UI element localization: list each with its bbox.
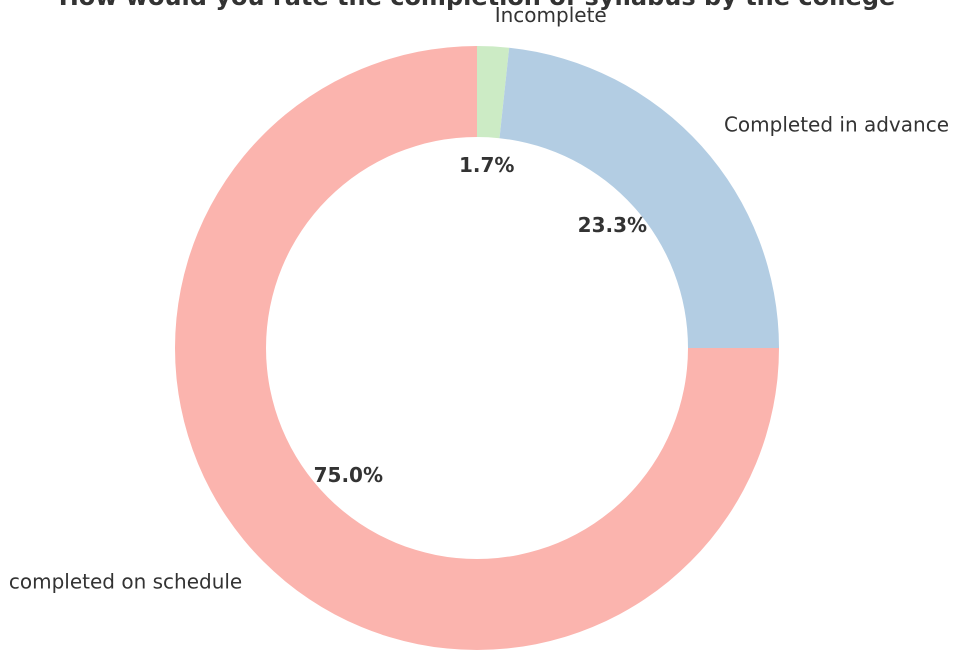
chart-title: How would you rate the completion of syl… xyxy=(59,0,896,11)
percent-label: 23.3% xyxy=(578,213,647,237)
slice-label: Incomplete xyxy=(495,3,607,27)
percent-label: 1.7% xyxy=(459,153,514,177)
donut-slice xyxy=(477,46,510,139)
slice-label: Completed in advance xyxy=(724,113,949,137)
percent-label: 75.0% xyxy=(314,463,383,487)
donut-slice xyxy=(175,46,779,650)
slice-label: completed on schedule xyxy=(9,569,242,593)
donut-slice xyxy=(499,47,779,348)
